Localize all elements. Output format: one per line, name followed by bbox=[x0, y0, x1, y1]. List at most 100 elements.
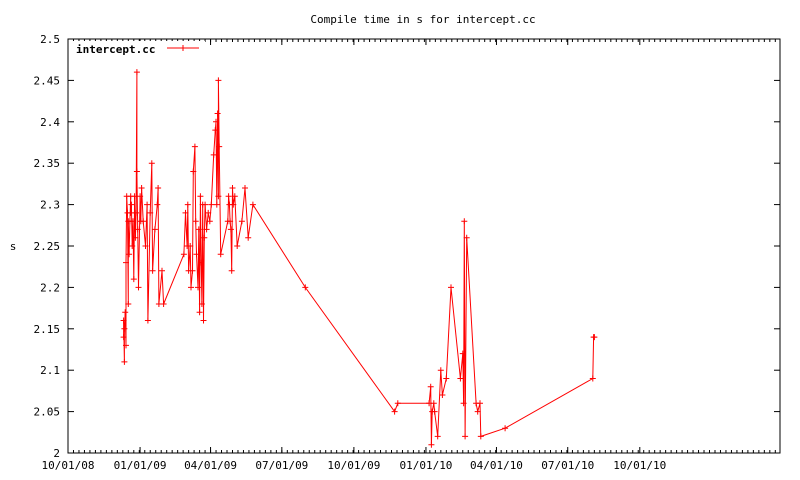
data-point bbox=[203, 226, 210, 233]
data-point bbox=[122, 309, 129, 316]
y-tick-label: 2.35 bbox=[34, 157, 61, 170]
data-point bbox=[131, 193, 138, 200]
x-tick-label: 07/01/09 bbox=[255, 459, 308, 472]
y-tick-label: 2.2 bbox=[40, 281, 60, 294]
data-point bbox=[200, 317, 207, 324]
data-point bbox=[190, 168, 197, 175]
data-point bbox=[434, 433, 441, 440]
data-point bbox=[133, 69, 140, 76]
y-axis-label: s bbox=[10, 240, 17, 253]
data-point bbox=[213, 201, 220, 208]
data-point bbox=[474, 408, 481, 415]
data-point bbox=[238, 218, 245, 225]
x-tick-label: 04/01/09 bbox=[184, 459, 237, 472]
data-point bbox=[431, 408, 438, 415]
data-point bbox=[443, 375, 450, 382]
x-tick-label: 07/01/10 bbox=[541, 459, 594, 472]
data-point bbox=[147, 209, 154, 216]
data-point bbox=[184, 201, 191, 208]
data-point bbox=[214, 110, 221, 117]
data-point bbox=[234, 243, 241, 249]
data-point bbox=[215, 193, 222, 200]
x-tick-label: 01/01/09 bbox=[114, 459, 167, 472]
data-point bbox=[149, 267, 156, 274]
y-tick-label: 2.3 bbox=[40, 199, 60, 212]
data-point bbox=[189, 267, 196, 274]
data-point bbox=[589, 375, 596, 382]
data-point bbox=[457, 375, 464, 382]
data-point bbox=[193, 251, 200, 258]
legend-label: intercept.cc bbox=[76, 43, 155, 56]
x-tick-label: 10/01/09 bbox=[327, 459, 380, 472]
data-point bbox=[180, 251, 187, 258]
data-point bbox=[191, 143, 198, 150]
data-point bbox=[196, 309, 203, 316]
data-point bbox=[205, 209, 212, 216]
data-point bbox=[212, 127, 219, 134]
data-point bbox=[502, 425, 509, 432]
data-point bbox=[140, 218, 147, 225]
data-point bbox=[439, 392, 446, 398]
data-point bbox=[159, 267, 165, 274]
y-tick-label: 2.05 bbox=[34, 406, 61, 419]
data-point bbox=[302, 284, 309, 291]
chart-title: Compile time in s for intercept.cc bbox=[310, 13, 535, 26]
x-tick-label: 10/01/10 bbox=[613, 459, 666, 472]
data-point bbox=[462, 433, 469, 440]
y-tick-label: 2.1 bbox=[40, 364, 60, 377]
data-point bbox=[427, 383, 434, 390]
data-point bbox=[120, 317, 127, 324]
data-point bbox=[123, 342, 129, 349]
data-point bbox=[195, 226, 202, 233]
plot-frame bbox=[67, 38, 781, 454]
data-point bbox=[208, 201, 215, 208]
data-point bbox=[477, 400, 483, 407]
y-tick-label: 2.4 bbox=[40, 116, 60, 129]
data-point bbox=[428, 441, 435, 448]
data-point bbox=[430, 400, 437, 407]
series-layer bbox=[120, 69, 598, 448]
data-point bbox=[197, 193, 204, 200]
data-point bbox=[229, 185, 236, 191]
data-point bbox=[154, 201, 161, 208]
data-point bbox=[242, 185, 248, 191]
x-tick-label: 10/01/08 bbox=[42, 459, 95, 472]
data-point bbox=[461, 218, 468, 225]
data-point bbox=[126, 251, 133, 258]
data-point bbox=[230, 201, 237, 208]
data-point bbox=[591, 334, 598, 341]
data-point bbox=[245, 234, 252, 241]
data-point bbox=[123, 259, 129, 266]
data-point bbox=[138, 185, 145, 191]
data-point bbox=[121, 358, 128, 365]
y-tick-label: 2.25 bbox=[34, 240, 61, 253]
data-point bbox=[188, 284, 194, 291]
data-point bbox=[463, 234, 470, 241]
data-point bbox=[437, 367, 444, 374]
data-point bbox=[135, 284, 142, 291]
data-point bbox=[130, 276, 137, 283]
data-point bbox=[215, 77, 222, 84]
data-point bbox=[155, 185, 162, 191]
data-point bbox=[216, 143, 223, 150]
data-point bbox=[206, 218, 213, 225]
data-point bbox=[198, 301, 205, 307]
series-line bbox=[123, 72, 595, 445]
y-tick-label: 2.5 bbox=[40, 33, 60, 46]
data-point bbox=[132, 234, 139, 241]
x-tick-label: 01/01/10 bbox=[399, 459, 452, 472]
data-point bbox=[148, 160, 155, 167]
y-tick-label: 2 bbox=[53, 447, 60, 460]
data-point bbox=[213, 118, 219, 125]
data-point bbox=[192, 218, 199, 225]
data-point bbox=[125, 301, 132, 307]
data-point bbox=[210, 151, 217, 158]
data-point bbox=[228, 267, 235, 274]
data-point bbox=[198, 259, 205, 266]
data-point bbox=[225, 193, 232, 200]
data-point bbox=[120, 334, 127, 341]
data-point bbox=[195, 284, 201, 291]
data-point bbox=[127, 209, 134, 216]
data-point bbox=[459, 350, 466, 357]
